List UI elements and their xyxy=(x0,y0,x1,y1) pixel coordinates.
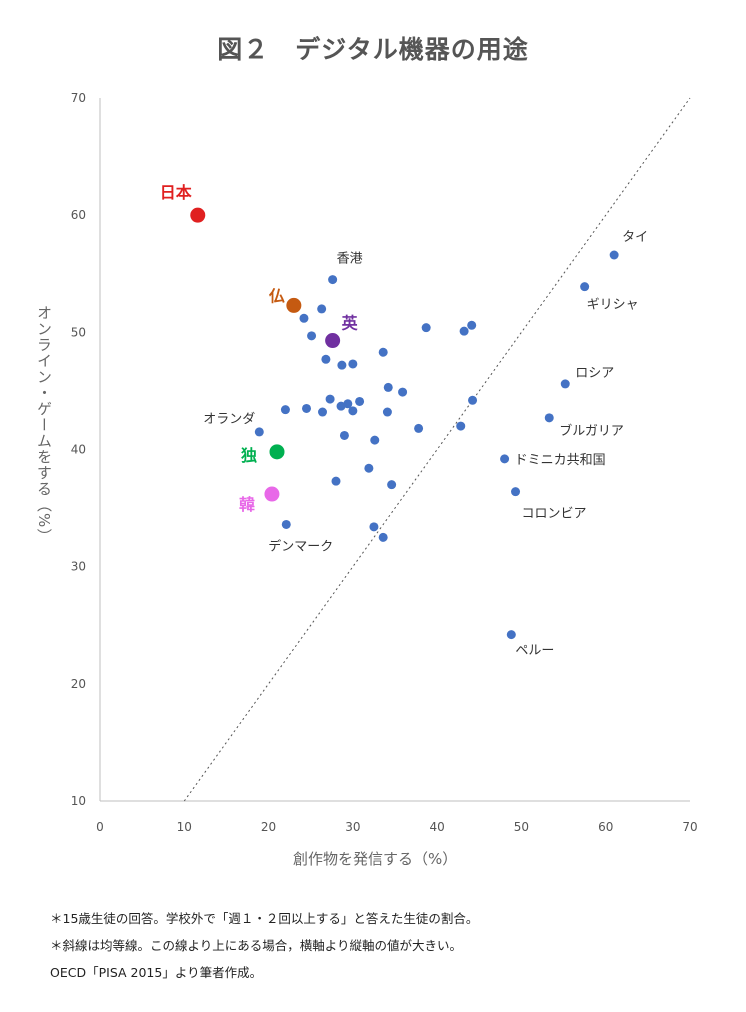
data-point xyxy=(254,427,264,437)
x-tick-label: 40 xyxy=(430,820,445,834)
y-tick-label: 30 xyxy=(71,560,86,574)
data-point xyxy=(355,396,365,406)
data-point xyxy=(348,406,358,416)
point-label: ドミニカ共和国 xyxy=(515,453,606,468)
highlight-point xyxy=(286,297,302,313)
y-axis-label: オンライン・ゲームをする（%） xyxy=(35,305,53,545)
point-label: ペルー xyxy=(515,644,554,659)
x-axis-label: 創作物を発信する（%） xyxy=(293,850,458,868)
notes: ＊15歳生徒の回答。学校外で「週１・２回以上する」と答えた生徒の割合。 ＊斜線は… xyxy=(50,905,478,986)
data-point xyxy=(337,360,347,370)
data-point xyxy=(317,304,327,314)
x-tick-label: 30 xyxy=(345,820,360,834)
highlight-point xyxy=(264,486,280,502)
y-tick-label: 50 xyxy=(71,325,86,339)
data-point xyxy=(331,476,341,486)
point-label: ロシア xyxy=(575,366,614,381)
point-label: ギリシャ xyxy=(587,298,639,313)
y-tick-label: 60 xyxy=(71,208,86,222)
data-point xyxy=(318,407,328,417)
data-point xyxy=(511,487,521,497)
data-point xyxy=(302,403,311,413)
point-label: デンマーク xyxy=(268,538,333,554)
data-point xyxy=(339,430,349,440)
highlight-label: 日本 xyxy=(160,183,192,202)
data-point xyxy=(398,387,408,397)
data-point xyxy=(383,382,393,392)
data-point xyxy=(343,399,353,409)
data-point xyxy=(382,407,392,417)
highlight-label: 韓 xyxy=(239,495,255,514)
source-note: OECD「PISA 2015」より筆者作成。 xyxy=(50,965,263,980)
data-point xyxy=(544,413,554,423)
highlight-point xyxy=(190,207,206,223)
y-tick-label: 20 xyxy=(71,677,86,691)
data-point xyxy=(325,394,335,404)
y-tick-label: 70 xyxy=(71,91,86,105)
data-point xyxy=(456,421,466,431)
data-point xyxy=(281,519,291,529)
data-point xyxy=(560,379,570,389)
data-point xyxy=(328,275,338,285)
highlight-label: 英 xyxy=(341,314,359,333)
data-point xyxy=(280,405,290,415)
data-point xyxy=(467,320,477,330)
x-tick-label: 50 xyxy=(514,820,529,834)
x-tick-label: 0 xyxy=(96,820,104,834)
y-tick-label: 10 xyxy=(71,794,86,808)
note-line: ＊斜線は均等線。この線より上にある場合，横軸より縦軸の値が大きい。 xyxy=(50,938,463,953)
data-point xyxy=(369,522,379,532)
point-label: オランダ xyxy=(203,412,255,427)
x-tick-label: 10 xyxy=(177,820,192,834)
x-tick-label: 60 xyxy=(598,820,613,834)
data-point xyxy=(307,331,317,341)
data-point xyxy=(378,532,388,542)
note-line: ＊15歳生徒の回答。学校外で「週１・２回以上する」と答えた生徒の割合。 xyxy=(50,911,479,926)
point-label: 香港 xyxy=(337,252,363,267)
data-point xyxy=(348,359,358,369)
data-point xyxy=(468,395,478,405)
point-label: タイ xyxy=(622,230,648,245)
data-point xyxy=(609,250,619,260)
x-tick-label: 70 xyxy=(682,820,697,834)
point-label: コロンビア xyxy=(522,507,587,522)
data-point xyxy=(364,463,374,473)
point-label: ブルガリア xyxy=(559,423,624,439)
data-point xyxy=(299,313,309,323)
x-tick-label: 20 xyxy=(261,820,276,834)
chart-title: 図２ デジタル機器の用途 xyxy=(217,35,529,64)
equality-line xyxy=(183,97,691,802)
data-point xyxy=(500,454,510,464)
data-point xyxy=(321,354,331,364)
data-point xyxy=(387,480,397,490)
data-point xyxy=(421,323,431,333)
data-point xyxy=(370,435,380,445)
data-point xyxy=(506,630,516,640)
data-point xyxy=(378,347,388,357)
data-point xyxy=(580,282,590,292)
highlight-point xyxy=(325,333,341,349)
data-point xyxy=(459,326,469,336)
data-point xyxy=(414,423,424,433)
y-tick-label: 40 xyxy=(71,443,86,457)
highlight-label: 独 xyxy=(241,446,257,465)
highlight-point xyxy=(269,444,285,460)
highlight-label: 仏 xyxy=(269,286,285,305)
